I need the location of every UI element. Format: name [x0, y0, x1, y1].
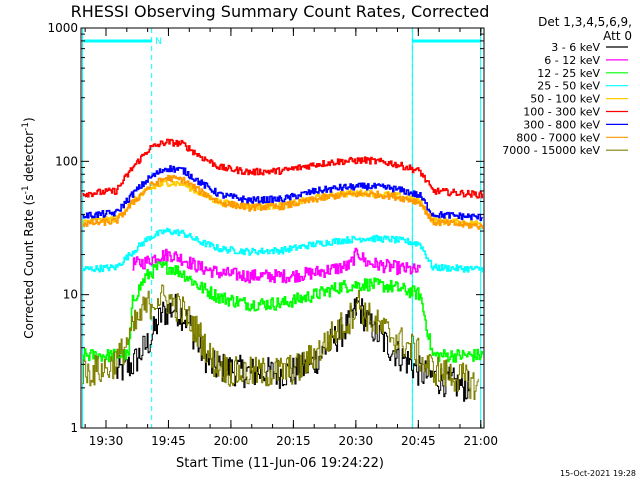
legend-label: 12 - 25 keV: [537, 67, 600, 80]
series-line: [82, 227, 484, 273]
legend-header-line1: Det 1,3,4,5,6,9,: [538, 15, 632, 29]
x-tick-label: 19:45: [151, 434, 186, 448]
y-axis-label-sup2: -1: [21, 122, 31, 131]
x-tick-label: 20:00: [214, 434, 249, 448]
x-tick-label: 21:00: [463, 434, 498, 448]
y-tick-label: 1000: [47, 21, 78, 35]
x-tick-label: 20:30: [339, 434, 374, 448]
x-axis-label: Start Time (11-Jun-06 19:24:22): [176, 456, 384, 471]
series-line: [82, 284, 479, 400]
y-axis-label-main: Corrected Count Rate (s: [22, 194, 36, 338]
series-line: [132, 247, 421, 284]
plot-frame: [80, 27, 485, 429]
y-tick-label: 1: [70, 421, 78, 435]
series-line: [82, 174, 484, 230]
series-line: [82, 165, 484, 221]
y-axis-label-sup1: -1: [21, 185, 31, 194]
legend-header-line2: Att 0: [603, 29, 632, 43]
y-tick-label: 10: [63, 288, 78, 302]
series-line: [82, 261, 484, 363]
footer-date: 15-Oct-2021 19:28: [560, 469, 636, 478]
legend-label: 100 - 300 keV: [523, 106, 600, 119]
legend-label: 25 - 50 keV: [537, 80, 600, 93]
chart-title: RHESSI Observing Summary Count Rates, Co…: [71, 2, 490, 21]
x-tick-label: 20:45: [401, 434, 436, 448]
x-tick-label: 20:15: [276, 434, 311, 448]
night-label: N: [155, 37, 162, 47]
legend-label: 7000 - 15000 keV: [502, 144, 600, 157]
y-tick-label: 100: [55, 154, 78, 168]
legend-label: 6 - 12 keV: [544, 54, 600, 67]
y-axis-label-end: ): [22, 117, 36, 122]
plot-area: N: [82, 28, 484, 428]
legend-label: 50 - 100 keV: [530, 93, 600, 106]
y-axis-label: Corrected Count Rate (s-1 detector-1): [21, 117, 36, 338]
y-axis-label-mid: detector: [22, 131, 36, 186]
axes: 1 10 100 1000 19:30 19:45 20:00 20:15 20:30 20:45…: [47, 21, 498, 448]
legend-label: 3 - 6 keV: [551, 41, 600, 54]
legend-label: 800 - 7000 keV: [516, 131, 600, 144]
x-tick-label: 19:30: [89, 434, 124, 448]
series-line: [82, 138, 484, 199]
legend-label: 300 - 800 keV: [523, 118, 600, 131]
